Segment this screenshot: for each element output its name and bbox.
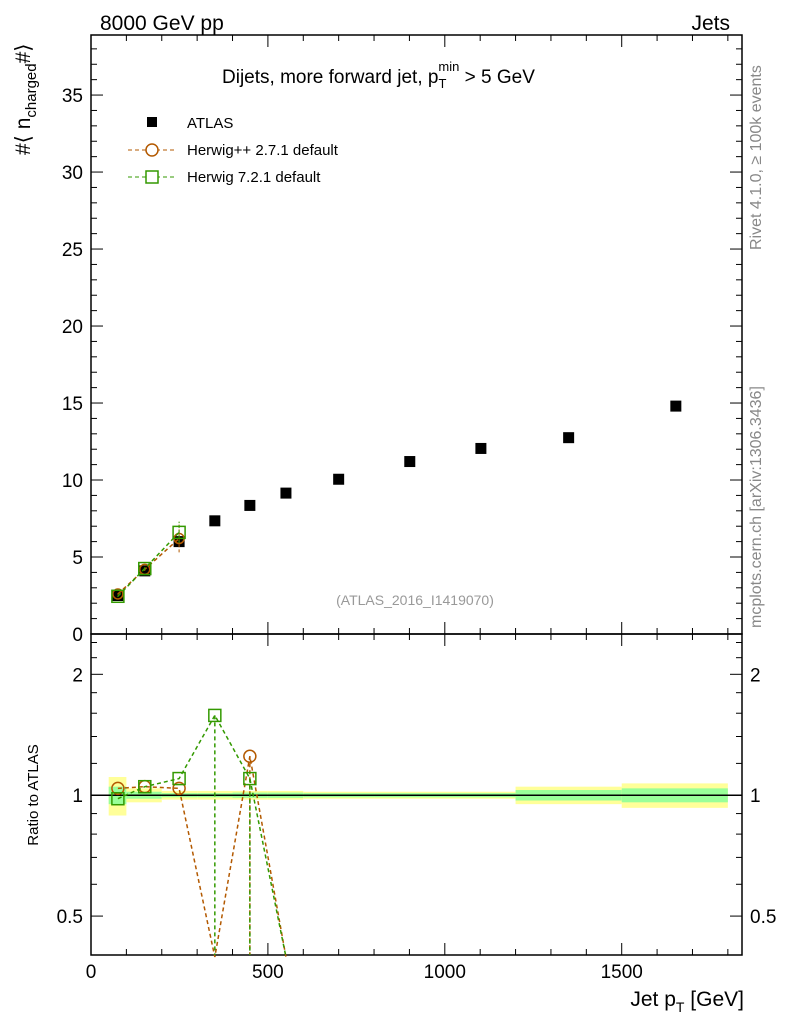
atlas-data-point [670,400,682,412]
ratio-y-axis-label: Ratio to ATLAS [25,744,42,845]
ratio-herwig7-point [208,708,222,723]
atlas-data-point [244,499,256,511]
atlas-data-point [475,442,487,454]
header-category: Jets [691,12,730,35]
legend-marker-atlas [147,117,157,127]
x-tick-label: 0 [86,962,97,983]
ratio-line [117,713,287,958]
legend: ATLAS Herwig++ 2.7.1 default Herwig 7.2.… [128,115,339,186]
ratio-plot-frame [90,633,743,956]
y-tick-label: 30 [62,163,83,184]
x-tick-label: 1000 [424,962,466,983]
atlas-data-point [563,432,575,444]
ratio-herwigpp-point [243,749,257,764]
ratio-herwig7-point [243,771,257,786]
y-tick-label: 35 [62,86,83,107]
herwig7-point [138,561,152,576]
ratio-herwig7-point [111,791,125,806]
main-y-axis-label: #⟨ ncharged#⟩ [12,44,40,155]
legend-label-herwigpp: Herwig++ 2.7.1 default [187,142,339,159]
y-tick-label: 5 [72,548,83,569]
herwig7-point [172,525,186,540]
ratio-herwigpp-point [111,781,125,796]
ratio-herwig7-point [138,779,152,794]
ratio-herwig7-point [172,771,186,786]
atlas-data-point [404,456,416,468]
x-tick-label: 500 [252,962,284,983]
herwig7-point [111,589,125,604]
y-tick-label: 20 [62,317,83,338]
y-tick-label: 10 [62,471,83,492]
y-tick-label: 0 [72,625,83,646]
x-axis-label: Jet pT [GeV] [630,988,744,1015]
atlas-data-point [209,515,221,527]
legend-label-atlas: ATLAS [187,115,233,132]
x-tick-label: 1500 [601,962,643,983]
y-tick-label: 15 [62,394,83,415]
mc-line [117,531,180,597]
mcplots-label: mcplots.cern.ch [arXiv:1306.3436] [748,386,765,628]
atlas-data-point [333,473,345,485]
herwigpp-point [112,588,124,600]
legend-label-herwig7: Herwig 7.2.1 default [187,169,321,186]
ratio-y-tick-label: 0.5 [57,907,83,928]
atlas-data-point [280,487,292,499]
header-energy: 8000 GeV pp [100,12,224,35]
ratio-line [117,756,287,958]
analysis-watermark: (ATLAS_2016_I1419070) [336,592,494,608]
ratio-y-tick-label-right: 2 [750,665,761,686]
ratio-y-tick-label: 1 [72,786,83,807]
legend-marker-herwig7 [145,170,159,184]
ratio-y-tick-label: 2 [72,665,83,686]
ratio-y-tick-label-right: 1 [750,786,761,807]
ratio-y-tick-label-right: 0.5 [750,907,776,928]
rivet-version-label: Rivet 4.1.0, ≥ 100k events [748,65,765,250]
y-tick-label: 25 [62,240,83,261]
legend-marker-herwigpp [145,143,159,157]
plot-title: Dijets, more forward jet, pTmin > 5 GeV [222,59,535,91]
ratio-herwigpp-point [172,781,186,796]
